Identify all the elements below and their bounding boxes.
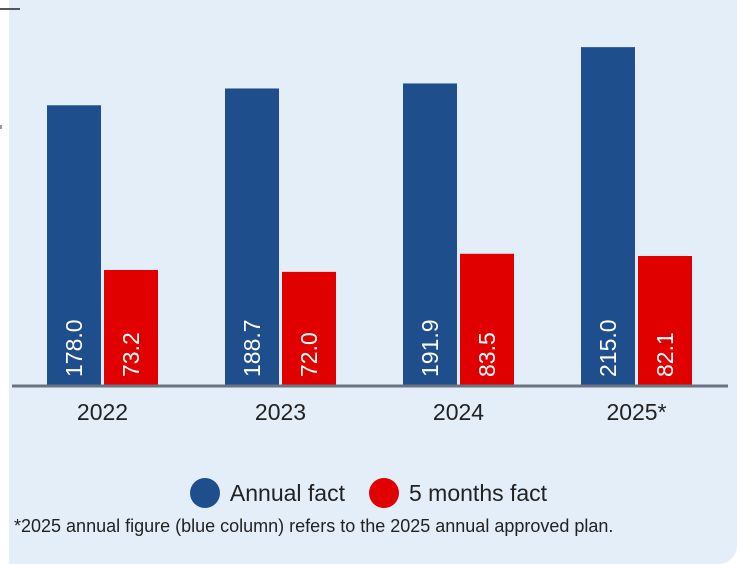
data-label-annual-2022: 178.0: [61, 319, 87, 377]
legend-label-5-months: 5 months fact: [409, 479, 548, 506]
bar-5-months-2024: [460, 253, 514, 385]
x-tick-label-2022: 2022: [77, 399, 128, 425]
bar-annual-2024: [403, 83, 457, 385]
data-label-annual-2024: 191.9: [417, 319, 443, 377]
bar-annual-2022: [47, 105, 101, 386]
data-label-5-months-2025: 82.1: [652, 332, 678, 377]
side-tick: [0, 125, 2, 129]
corner-mark: [0, 8, 20, 10]
x-tick-label-2024: 2024: [433, 399, 484, 425]
legend-item-5-months: 5 months fact: [369, 478, 547, 508]
footnote: *2025 annual figure (blue column) refers…: [14, 516, 614, 536]
data-label-annual-2025: 215.0: [595, 319, 621, 377]
bar-annual-2023: [225, 88, 279, 385]
data-label-5-months-2022: 73.2: [118, 332, 144, 377]
data-label-5-months-2023: 72.0: [296, 332, 322, 377]
legend-swatch-5-months: [369, 478, 399, 508]
data-label-5-months-2024: 83.5: [474, 332, 500, 377]
legend-item-annual: Annual fact: [189, 478, 345, 508]
legend-swatch-annual: [189, 478, 220, 508]
data-label-annual-2023: 188.7: [239, 319, 265, 377]
bar-annual-2025: [581, 47, 635, 386]
x-tick-label-2023: 2023: [255, 399, 306, 425]
x-tick-label-2025: 2025*: [606, 399, 666, 425]
legend: Annual fact 5 months fact: [0, 478, 737, 508]
legend-label-annual: Annual fact: [229, 479, 345, 506]
bar-chart: 178.0 73.2 2022 188.7 72.0 2023 191.9 83.5 2024 2…: [12, 47, 728, 425]
bar-5-months-2025: [638, 255, 692, 385]
bar-5-months-2023: [282, 271, 336, 385]
bar-5-months-2022: [104, 269, 158, 385]
